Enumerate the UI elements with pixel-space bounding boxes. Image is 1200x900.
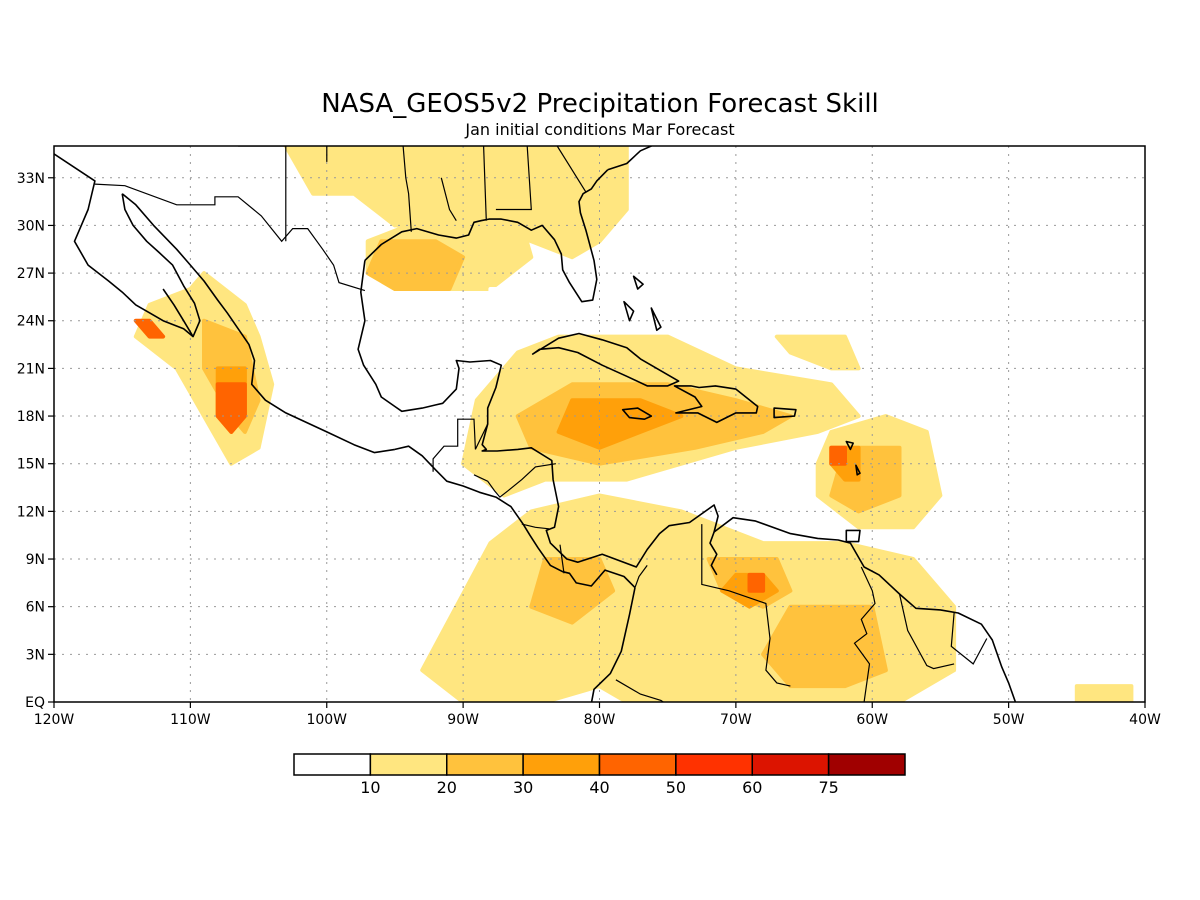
political-border (473, 463, 556, 498)
lon-tick-label: 120W (34, 712, 75, 728)
lon-tick-label: 50W (993, 712, 1025, 728)
figure-title: NASA_GEOS5v2 Precipitation Forecast Skil… (321, 89, 879, 119)
colorbar-swatch (293, 753, 372, 776)
colorbar-swatch (369, 753, 448, 776)
political-border (701, 524, 791, 687)
skill-region (556, 398, 684, 450)
skill-region (283, 146, 629, 260)
island-outline (621, 407, 653, 421)
island-outline (673, 385, 759, 424)
coastline (357, 260, 1017, 702)
colorbar-label: 60 (742, 778, 762, 797)
island-outline (845, 440, 855, 451)
colorbar-label: 50 (666, 778, 686, 797)
lat-tick-label: EQ (25, 695, 45, 711)
political-border (556, 146, 587, 193)
political-border (238, 146, 287, 242)
lat-tick-label: 21N (17, 361, 45, 377)
coastline (121, 193, 396, 454)
political-border (898, 593, 955, 670)
skill-region (774, 334, 861, 371)
skill-shading-layer (133, 146, 1134, 702)
colorbar-label: 20 (437, 778, 457, 797)
colorbar-swatch (446, 753, 524, 776)
lat-tick-label: 3N (26, 647, 45, 663)
lat-tick-label: 15N (17, 457, 45, 473)
skill-region (829, 445, 847, 466)
colorbar-label: 10 (360, 778, 380, 797)
coastline (607, 146, 653, 171)
colorbar-swatch (522, 753, 601, 776)
skill-region (747, 572, 766, 593)
lat-tick-label: 24N (17, 314, 45, 330)
political-border (483, 146, 487, 221)
coastline-layer (54, 146, 1017, 702)
island-outline (623, 300, 635, 322)
colorbar-swatch (827, 753, 906, 776)
political-border (853, 566, 876, 702)
lat-tick-label: 6N (26, 600, 45, 616)
political-border (634, 565, 648, 588)
political-border (495, 146, 532, 211)
political-border (432, 418, 489, 472)
colorbar-swatch (598, 753, 677, 776)
lon-tick-label: 80W (584, 712, 616, 728)
lat-tick-label: 30N (17, 218, 45, 234)
colorbar-label: 40 (589, 778, 609, 797)
lat-tick-label: 33N (17, 171, 45, 187)
lat-tick-label: 9N (26, 552, 45, 568)
skill-region (1074, 684, 1134, 702)
lon-tick-label: 100W (306, 712, 347, 728)
skill-region (365, 239, 466, 291)
political-border (521, 523, 550, 530)
skill-region (488, 287, 547, 339)
coastline (54, 153, 194, 338)
coastline (590, 587, 636, 702)
political-border (615, 679, 665, 702)
lon-tick-label: 40W (1129, 712, 1161, 728)
coastline (394, 445, 636, 589)
latitude-axis: EQ 3N 6N 9N 12N 15N 18N 21N 24N 27N 30N 33N (17, 171, 54, 711)
colorbar: 10 20 30 40 50 60 75 (293, 753, 906, 797)
political-border (559, 544, 565, 574)
colorbar-label: 30 (513, 778, 533, 797)
island-outline (650, 307, 662, 332)
island-outline (531, 332, 680, 387)
island-outline (855, 464, 861, 476)
lon-tick-label: 90W (447, 712, 479, 728)
lat-tick-label: 12N (17, 504, 45, 520)
lat-tick-label: 18N (17, 409, 45, 425)
lon-tick-label: 70W (720, 712, 752, 728)
lon-tick-label: 60W (856, 712, 888, 728)
colorbar-swatch (675, 753, 753, 776)
coastline (121, 193, 201, 338)
longitude-axis: 120W 110W 100W 90W 80W 70W 60W 50W 40W (34, 702, 1161, 728)
political-border (950, 612, 988, 665)
skill-region (133, 318, 166, 339)
coastline (709, 531, 718, 576)
island-outline (845, 529, 861, 543)
island-outline (773, 407, 797, 419)
political-border (440, 177, 457, 222)
coastline (364, 169, 609, 303)
political-border (94, 183, 366, 292)
skill-region (215, 382, 247, 434)
island-outline (632, 275, 644, 290)
lat-tick-label: 27N (17, 266, 45, 282)
lon-tick-label: 110W (170, 712, 211, 728)
figure-subtitle: Jan initial conditions Mar Forecast (464, 120, 734, 139)
colorbar-label: 75 (818, 778, 838, 797)
colorbar-swatch (751, 753, 830, 776)
political-border (402, 146, 412, 232)
